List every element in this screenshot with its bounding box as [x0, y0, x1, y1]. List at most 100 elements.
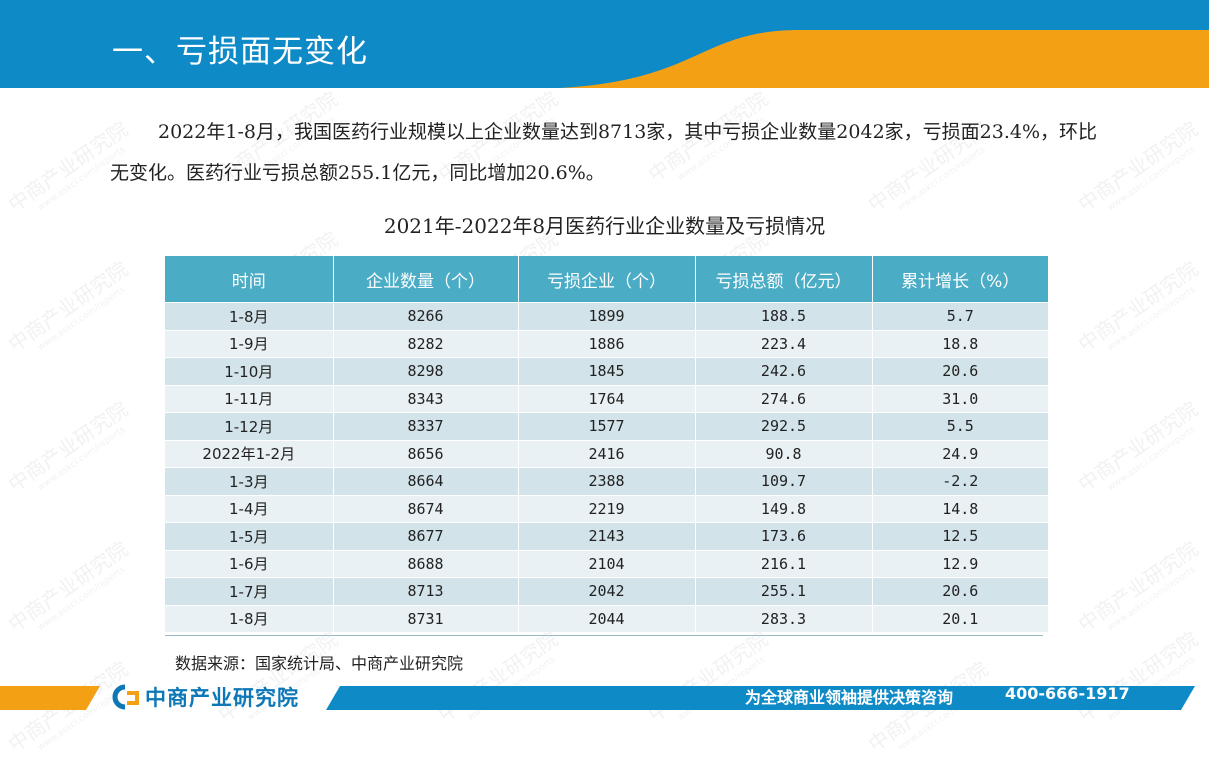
cell-loss-enterprises: 1886 — [518, 329, 696, 358]
cell-loss-enterprises: 2104 — [518, 549, 696, 578]
cell-cumulative-growth: 12.5 — [872, 522, 1048, 550]
cell-total-loss: 242.6 — [695, 357, 873, 385]
cell-time: 1-11月 — [165, 384, 334, 413]
cell-loss-enterprises: 1845 — [518, 357, 696, 385]
header-loss-enterprises: 亏损企业（个） — [518, 256, 696, 303]
cell-time: 1-8月 — [165, 302, 334, 330]
cell-loss-enterprises: 2143 — [518, 522, 696, 550]
cell-time: 1-9月 — [165, 329, 334, 358]
footer-bar — [0, 680, 1209, 718]
cell-total-loss: 173.6 — [695, 522, 873, 550]
cell-cumulative-growth: 31.0 — [872, 384, 1048, 413]
cell-enterprise-count: 8282 — [333, 329, 519, 358]
watermark-text: 中商产业研究院 — [1073, 256, 1203, 357]
cell-cumulative-growth: 20.6 — [872, 577, 1048, 605]
table-row: 2022年1-2月 8656 2416 90.8 24.9 — [165, 439, 1048, 468]
footer-slogan: 为全球商业领袖提供决策咨询 — [745, 688, 954, 707]
cell-time: 1-3月 — [165, 467, 334, 495]
cell-total-loss: 90.8 — [695, 439, 873, 468]
cell-total-loss: 255.1 — [695, 577, 873, 605]
cell-enterprise-count: 8688 — [333, 549, 519, 578]
table-row: 1-9月 8282 1886 223.4 18.8 — [165, 329, 1048, 358]
table-row: 1-7月 8713 2042 255.1 20.6 — [165, 577, 1048, 605]
watermark-url: www.askci.com/reports — [1106, 145, 1198, 214]
header-cumulative-growth: 累计增长（%） — [872, 256, 1048, 303]
watermark-url: www.askci.com/reports — [36, 425, 128, 494]
watermark-url: www.askci.com/reports — [36, 285, 128, 354]
cell-cumulative-growth: 20.1 — [872, 604, 1048, 632]
cell-total-loss: 109.7 — [695, 467, 873, 495]
watermark-text: 中商产业研究院 — [3, 256, 133, 357]
cell-total-loss: 283.3 — [695, 604, 873, 632]
cell-loss-enterprises: 1764 — [518, 384, 696, 413]
cell-loss-enterprises: 1899 — [518, 302, 696, 330]
cell-time: 1-12月 — [165, 412, 334, 440]
table-row: 1-12月 8337 1577 292.5 5.5 — [165, 412, 1048, 440]
table-row: 1-8月 8731 2044 283.3 20.1 — [165, 604, 1048, 632]
cell-time: 1-4月 — [165, 494, 334, 523]
watermark-url: www.askci.com/reports — [1106, 285, 1198, 354]
cell-time: 1-7月 — [165, 577, 334, 605]
cell-enterprise-count: 8337 — [333, 412, 519, 440]
cell-total-loss: 274.6 — [695, 384, 873, 413]
table-row: 1-10月 8298 1845 242.6 20.6 — [165, 357, 1048, 385]
table-row: 1-4月 8674 2219 149.8 14.8 — [165, 494, 1048, 523]
header-enterprise-count: 企业数量（个） — [333, 256, 519, 303]
table-body: 1-8月 8266 1899 188.5 5.7 1-9月 8282 1886 223.4 18.… — [165, 302, 1048, 632]
cell-enterprise-count: 8713 — [333, 577, 519, 605]
intro-paragraph: 2022年1-8月，我国医药行业规模以上企业数量达到8713家，其中亏损企业数量… — [110, 121, 1098, 184]
watermark-text: 中商产业研究院 — [1073, 536, 1203, 637]
cell-enterprise-count: 8343 — [333, 384, 519, 413]
cell-time: 1-10月 — [165, 357, 334, 385]
table-row: 1-5月 8677 2143 173.6 12.5 — [165, 522, 1048, 550]
watermark-url: www.askci.com/reports — [36, 565, 128, 634]
watermark-url: www.askci.com/reports — [1106, 565, 1198, 634]
cell-loss-enterprises: 2042 — [518, 577, 696, 605]
cell-loss-enterprises: 2388 — [518, 467, 696, 495]
cell-loss-enterprises: 2219 — [518, 494, 696, 523]
cell-total-loss: 292.5 — [695, 412, 873, 440]
cell-cumulative-growth: -2.2 — [872, 467, 1048, 495]
table-title: 2021年-2022年8月医药行业企业数量及亏损情况 — [383, 214, 826, 238]
footer-shape — [0, 686, 1195, 710]
header-total-loss: 亏损总额（亿元） — [695, 256, 873, 303]
cell-total-loss: 223.4 — [695, 329, 873, 358]
cell-cumulative-growth: 18.8 — [872, 329, 1048, 358]
header-shape — [0, 0, 1209, 88]
cell-total-loss: 188.5 — [695, 302, 873, 330]
cell-cumulative-growth: 14.8 — [872, 494, 1048, 523]
cell-cumulative-growth: 5.7 — [872, 302, 1048, 330]
cell-enterprise-count: 8664 — [333, 467, 519, 495]
cell-enterprise-count: 8677 — [333, 522, 519, 550]
cell-enterprise-count: 8298 — [333, 357, 519, 385]
cell-loss-enterprises: 1577 — [518, 412, 696, 440]
table-row: 1-11月 8343 1764 274.6 31.0 — [165, 384, 1048, 413]
cell-cumulative-growth: 5.5 — [872, 412, 1048, 440]
footer-phone: 400-666-1917 — [1005, 684, 1130, 703]
cell-time: 1-5月 — [165, 522, 334, 550]
cell-enterprise-count: 8656 — [333, 439, 519, 468]
cell-enterprise-count: 8266 — [333, 302, 519, 330]
table-row: 1-3月 8664 2388 109.7 -2.2 — [165, 467, 1048, 495]
table-row: 1-6月 8688 2104 216.1 12.9 — [165, 549, 1048, 578]
table-row: 1-8月 8266 1899 188.5 5.7 — [165, 302, 1048, 330]
company-logo: 中商产业研究院 — [111, 683, 299, 711]
cell-time: 1-6月 — [165, 549, 334, 578]
cell-enterprise-count: 8674 — [333, 494, 519, 523]
cell-enterprise-count: 8731 — [333, 604, 519, 632]
watermark-text: 中商产业研究院 — [3, 396, 133, 497]
header-time: 时间 — [165, 256, 334, 303]
logo-icon — [112, 684, 139, 710]
cell-time: 2022年1-2月 — [165, 439, 334, 468]
cell-total-loss: 149.8 — [695, 494, 873, 523]
watermark-text: 中商产业研究院 — [3, 536, 133, 637]
cell-time: 1-8月 — [165, 604, 334, 632]
cell-total-loss: 216.1 — [695, 549, 873, 578]
header-banner: 一、亏损面无变化 — [0, 0, 1209, 88]
cell-loss-enterprises: 2044 — [518, 604, 696, 632]
cell-cumulative-growth: 20.6 — [872, 357, 1048, 385]
